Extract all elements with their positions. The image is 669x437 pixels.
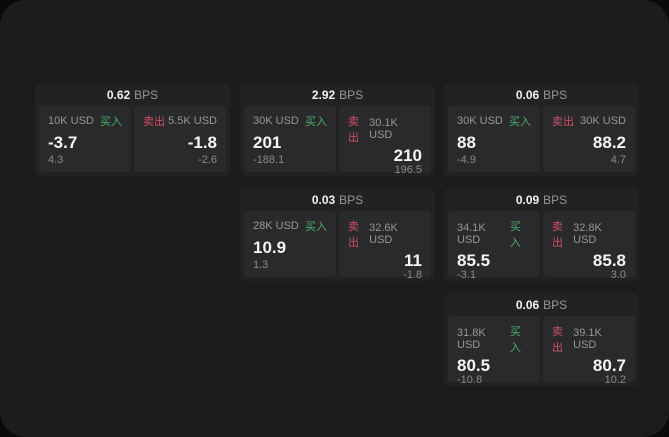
sell-price: 11: [404, 251, 422, 270]
sell-side-label: 卖出: [348, 221, 359, 249]
buy-side-label: 买入: [305, 221, 327, 233]
sell-side-label: 卖出: [552, 326, 563, 354]
sell-change: 3.0: [610, 269, 626, 281]
bps-value: 2.92: [311, 87, 336, 102]
sell-price: 85.8: [592, 251, 626, 270]
sell-side-label: 卖出: [348, 116, 359, 144]
buy-panel[interactable]: 31.8K USD 买入 80.5 -10.8: [448, 316, 540, 386]
bps-unit-label: BPS: [339, 87, 364, 102]
buy-amount: 28K USD: [253, 220, 299, 232]
quote-card: 2.92 BPS 30K USD 买入 201 -188.1 卖出 30.1K …: [240, 83, 435, 176]
sell-change: -2.6: [198, 154, 217, 166]
buy-amount: 30K USD: [457, 115, 503, 127]
sell-amount: 5.5K USD: [168, 115, 217, 127]
buy-side-label: 买入: [509, 326, 521, 354]
bps-unit-label: BPS: [543, 87, 568, 102]
sell-side-label: 卖出: [143, 116, 165, 128]
buy-panel[interactable]: 28K USD 买入 10.9 1.3: [244, 211, 336, 277]
sell-amount: 30.1K USD: [369, 117, 398, 141]
bps-header: 0.62 BPS: [39, 83, 226, 106]
sell-amount: 30K USD: [580, 115, 626, 127]
sell-change: 4.7: [610, 154, 626, 166]
sell-change: 10.2: [604, 374, 626, 386]
sell-side-label: 卖出: [552, 221, 563, 249]
sell-panel[interactable]: 卖出 32.6K USD 11 -1.8: [339, 211, 431, 281]
buy-change: -188.1: [253, 154, 285, 166]
buy-price: 80.5: [457, 356, 491, 375]
sell-price: 88.2: [592, 133, 626, 152]
buy-price: 85.5: [457, 251, 491, 270]
buy-panel[interactable]: 34.1K USD 买入 85.5 -3.1: [448, 211, 540, 281]
sell-panel[interactable]: 卖出 32.8K USD 85.8 3.0: [543, 211, 635, 281]
quote-card: 0.09 BPS 34.1K USD 买入 85.5 -3.1 卖出 32.8K…: [444, 188, 639, 281]
bps-header: 0.03 BPS: [244, 188, 431, 211]
sell-price: 80.7: [592, 356, 626, 375]
buy-change: 4.3: [48, 154, 64, 166]
bps-unit-label: BPS: [134, 87, 159, 102]
buy-side-label: 买入: [509, 221, 521, 249]
bps-header: 0.06 BPS: [448, 293, 635, 316]
bps-value: 0.06: [515, 87, 540, 102]
sell-side-label: 卖出: [552, 116, 574, 128]
buy-price: -3.7: [48, 133, 78, 152]
bps-value: 0.06: [515, 297, 540, 312]
sell-change: -1.8: [403, 269, 422, 281]
buy-change: -3.1: [457, 269, 476, 281]
sell-panel[interactable]: 卖出 30K USD 88.2 4.7: [543, 106, 635, 172]
bps-value: 0.09: [515, 192, 540, 207]
sell-change: 196.5: [394, 164, 422, 176]
buy-side-label: 买入: [100, 116, 122, 128]
buy-side-label: 买入: [305, 116, 327, 128]
buy-price: 10.9: [253, 238, 287, 257]
sell-price: 210: [393, 146, 422, 165]
sell-price: -1.8: [187, 133, 217, 152]
sell-amount: 32.8K USD: [573, 222, 602, 246]
bps-header: 2.92 BPS: [244, 83, 431, 106]
bps-unit-label: BPS: [543, 192, 568, 207]
buy-amount: 34.1K USD: [457, 222, 486, 246]
buy-side-label: 买入: [509, 116, 531, 128]
buy-change: 1.3: [253, 259, 269, 271]
buy-amount: 30K USD: [253, 115, 299, 127]
buy-change: -10.8: [457, 374, 483, 386]
bps-unit-label: BPS: [543, 297, 568, 312]
quote-card: 0.03 BPS 28K USD 买入 10.9 1.3 卖出 32.6K US…: [240, 188, 435, 281]
sell-panel[interactable]: 卖出 39.1K USD 80.7 10.2: [543, 316, 635, 386]
sell-panel[interactable]: 卖出 5.5K USD -1.8 -2.6: [134, 106, 226, 172]
sell-amount: 39.1K USD: [573, 327, 602, 351]
quote-card: 0.06 BPS 31.8K USD 买入 80.5 -10.8 卖出 39.1…: [444, 293, 639, 386]
buy-price: 88: [457, 133, 476, 152]
buy-panel[interactable]: 10K USD 买入 -3.7 4.3: [39, 106, 131, 172]
sell-amount: 32.6K USD: [369, 222, 398, 246]
bps-header: 0.06 BPS: [448, 83, 635, 106]
buy-change: -4.9: [457, 154, 476, 166]
bps-value: 0.03: [311, 192, 336, 207]
bps-unit-label: BPS: [339, 192, 364, 207]
bps-value: 0.62: [106, 87, 131, 102]
sell-panel[interactable]: 卖出 30.1K USD 210 196.5: [339, 106, 431, 176]
buy-amount: 31.8K USD: [457, 327, 486, 351]
quote-card: 0.06 BPS 30K USD 买入 88 -4.9 卖出 30K USD 8…: [444, 83, 639, 176]
buy-price: 201: [253, 133, 282, 152]
buy-amount: 10K USD: [48, 115, 94, 127]
buy-panel[interactable]: 30K USD 买入 88 -4.9: [448, 106, 540, 172]
buy-panel[interactable]: 30K USD 买入 201 -188.1: [244, 106, 336, 172]
bps-header: 0.09 BPS: [448, 188, 635, 211]
quote-card: 0.62 BPS 10K USD 买入 -3.7 4.3 卖出 5.5K USD…: [35, 83, 230, 176]
